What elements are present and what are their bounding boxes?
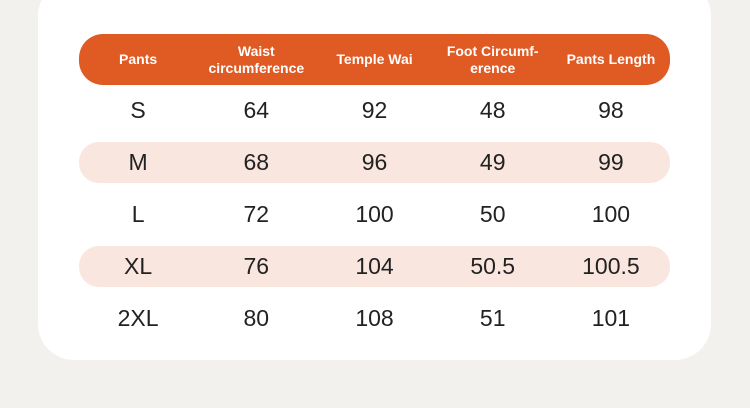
table-row: 2XL 80 108 51 101 bbox=[79, 298, 670, 339]
table-cell: 51 bbox=[479, 304, 506, 331]
table-cell: 72 bbox=[243, 200, 270, 227]
table-cell: 50.5 bbox=[470, 252, 516, 279]
table-cell: 49 bbox=[479, 148, 506, 175]
table-cell: 76 bbox=[243, 252, 270, 279]
size-table: Pants Waist circumference Temple Wai Foot C… bbox=[79, 34, 670, 350]
table-cell: L bbox=[131, 200, 145, 227]
table-cell: 68 bbox=[243, 148, 270, 175]
header-cell: Pants Length bbox=[566, 51, 656, 68]
header-cell: Temple Wai bbox=[336, 51, 413, 68]
table-row: S 64 92 48 98 bbox=[79, 90, 670, 131]
table-cell: M bbox=[128, 148, 148, 175]
table-cell: 98 bbox=[598, 96, 624, 123]
table-cell: 96 bbox=[361, 148, 388, 175]
table-cell: 104 bbox=[355, 252, 394, 279]
table-cell: 100 bbox=[355, 200, 394, 227]
table-cell: 99 bbox=[598, 148, 624, 175]
header-cell: Waist circumference bbox=[208, 42, 305, 76]
table-cell: 100 bbox=[591, 200, 631, 227]
header-cell: Pants bbox=[119, 51, 158, 68]
table-cell: 48 bbox=[479, 96, 506, 123]
header-row: Pants Waist circumference Temple Wai Foot C… bbox=[79, 34, 670, 85]
table-cell: XL bbox=[124, 252, 153, 279]
table-cell: 100.5 bbox=[582, 252, 640, 279]
table-row: L 72 100 50 100 bbox=[79, 194, 670, 235]
table-cell: 80 bbox=[243, 304, 270, 331]
table-cell: 108 bbox=[355, 304, 394, 331]
table-row: XL 76 104 50.5 100.5 bbox=[79, 246, 670, 287]
table-cell: 50 bbox=[479, 200, 506, 227]
table-row: M 68 96 49 99 bbox=[79, 142, 670, 183]
table-cell: 92 bbox=[361, 96, 388, 123]
header-cell: Foot Circumf- erence bbox=[446, 42, 539, 76]
table-cell: 2XL bbox=[117, 304, 159, 331]
table-cell: 64 bbox=[243, 96, 270, 123]
table-cell: 101 bbox=[591, 304, 631, 331]
table-cell: S bbox=[130, 96, 146, 123]
